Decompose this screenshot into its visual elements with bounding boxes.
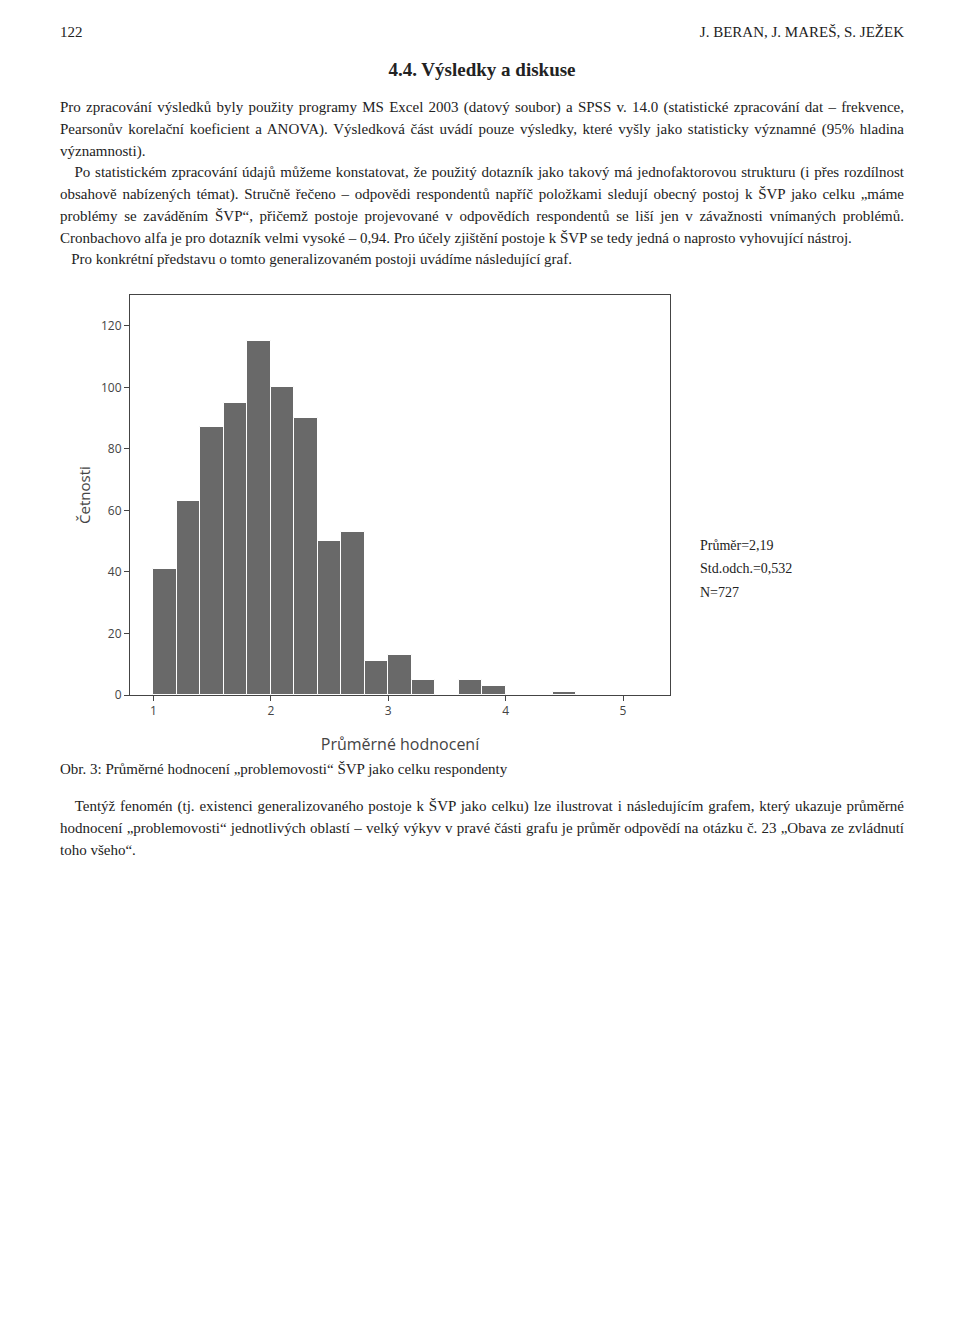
svg-text:80: 80 bbox=[108, 440, 122, 457]
svg-text:4: 4 bbox=[502, 702, 509, 719]
svg-text:120: 120 bbox=[101, 317, 122, 334]
svg-text:60: 60 bbox=[108, 502, 122, 519]
svg-text:3: 3 bbox=[385, 702, 392, 719]
html-text:Obr. 3: Průměrné hodnocení „pr: Obr. 3: Průměrné hodnocení „problemovost… bbox=[60, 761, 508, 777]
svg-text:40: 40 bbox=[108, 563, 122, 580]
svg-text:100: 100 bbox=[101, 379, 122, 396]
html-text:Tentýž fenomén (tj. existenci: Tentýž fenomén (tj. existenci generalizo… bbox=[60, 798, 908, 858]
html-text:Pro zpracování výsledků byly p: Pro zpracování výsledků byly použity pro… bbox=[60, 99, 908, 268]
html-text:Průměr=2,19 Std.odch.=0,532 N=: Průměr=2,19 Std.odch.=0,532 N=727 bbox=[700, 537, 793, 601]
svg-text:20: 20 bbox=[108, 625, 122, 642]
svg-text:2: 2 bbox=[267, 702, 274, 719]
svg-text:Průměrné hodnocení: Průměrné hodnocení bbox=[321, 733, 480, 755]
html-text:4.4. Výsledky a diskuse: 4.4. Výsledky a diskuse bbox=[388, 59, 576, 80]
svg-text:Četnosti: Četnosti bbox=[74, 466, 94, 524]
svg-text:5: 5 bbox=[620, 702, 627, 719]
svg-text:0: 0 bbox=[115, 686, 122, 703]
html-text:122: 122 bbox=[60, 24, 83, 40]
html-text:J. BERAN, J. MAREŠ, S. JEŽEK: J. BERAN, J. MAREŠ, S. JEŽEK bbox=[699, 24, 904, 40]
svg-text:1: 1 bbox=[150, 702, 157, 719]
